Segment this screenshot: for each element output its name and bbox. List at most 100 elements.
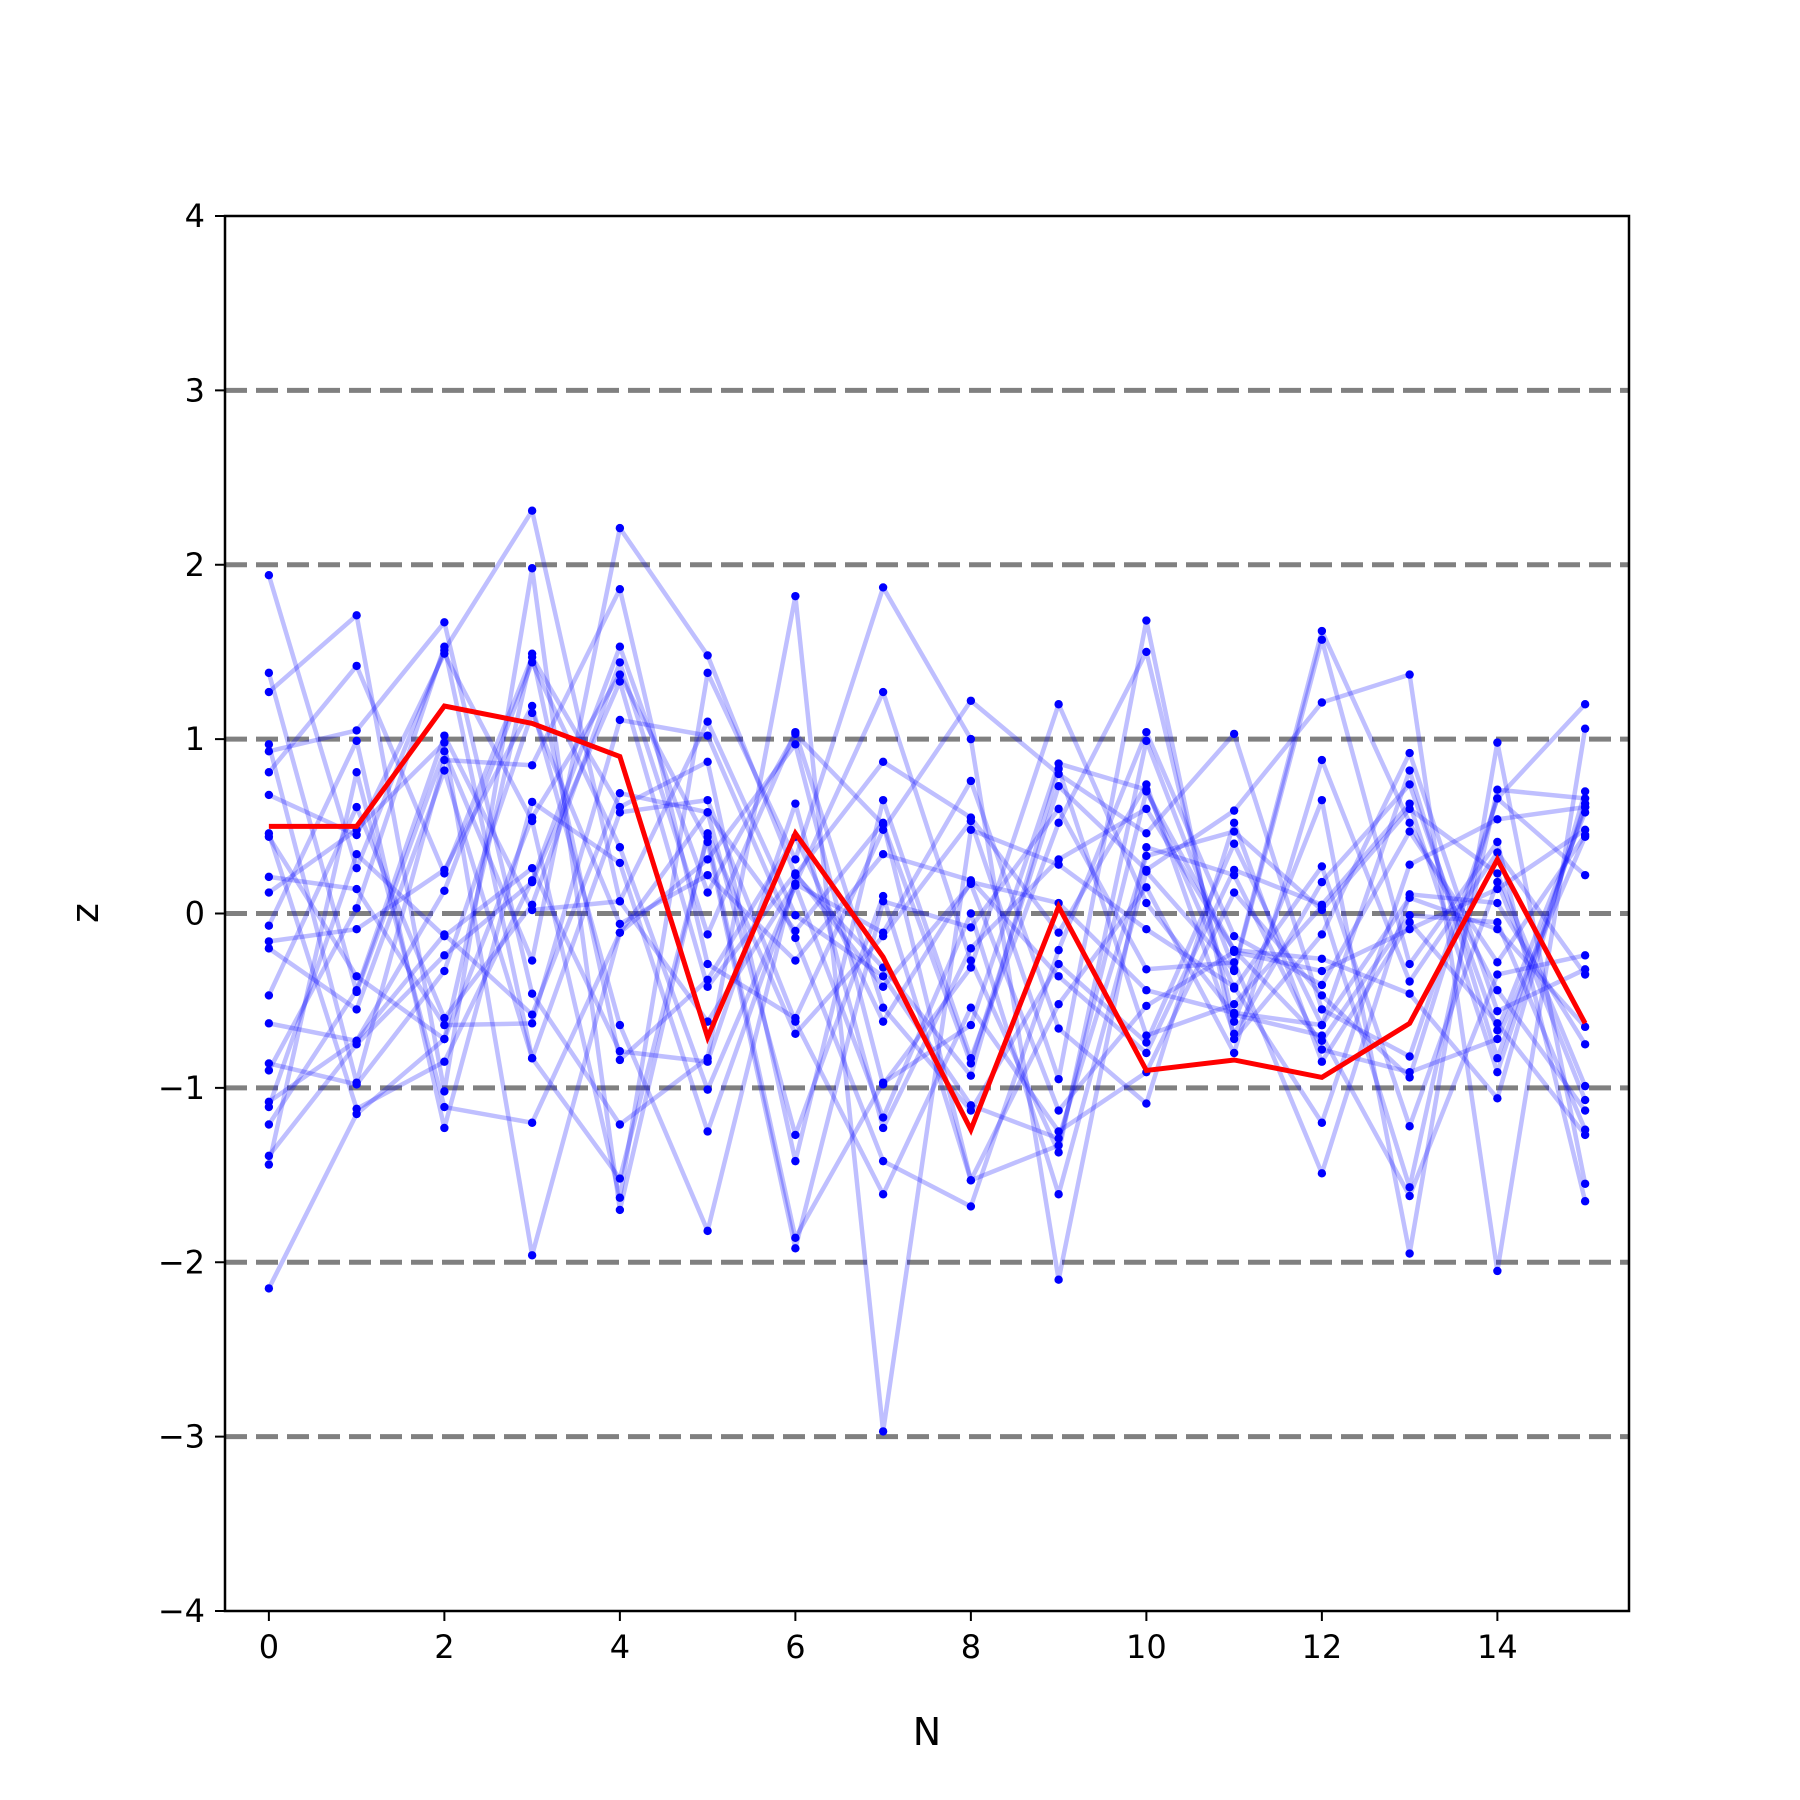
series-line xyxy=(267,649,1588,1256)
data-point xyxy=(264,1059,274,1068)
data-point xyxy=(1405,989,1414,998)
data-point xyxy=(264,944,274,953)
highlight-line xyxy=(268,703,1588,1136)
data-point xyxy=(791,1233,800,1243)
data-point xyxy=(1317,635,1327,644)
data-point xyxy=(1493,785,1502,794)
series-line xyxy=(267,702,1586,1258)
data-point xyxy=(966,956,976,965)
data-point xyxy=(1142,787,1151,796)
data-point xyxy=(264,1066,274,1075)
data-point xyxy=(264,921,274,930)
data-point xyxy=(615,1120,625,1129)
data-point xyxy=(1580,724,1590,733)
data-point xyxy=(1054,855,1063,864)
y-tick-label: 3 xyxy=(185,371,205,409)
y-tick-label: 2 xyxy=(185,546,205,584)
data-point xyxy=(264,1120,274,1129)
data-point xyxy=(264,1284,274,1293)
data-point xyxy=(1405,924,1414,934)
data-point xyxy=(703,795,712,805)
data-point xyxy=(1405,1183,1414,1192)
data-point xyxy=(352,904,361,913)
data-point xyxy=(527,649,537,658)
data-point xyxy=(264,1102,274,1112)
data-point xyxy=(1054,1134,1063,1143)
data-point xyxy=(1229,958,1239,967)
data-point xyxy=(1142,843,1151,852)
data-point xyxy=(1493,848,1502,857)
data-point xyxy=(1229,966,1239,976)
data-point xyxy=(878,972,888,981)
series-line xyxy=(267,679,1587,1158)
data-point xyxy=(966,877,976,887)
data-point xyxy=(440,1087,449,1096)
y-tick-label: −3 xyxy=(158,1418,205,1456)
series-line xyxy=(266,586,1587,1085)
data-point xyxy=(1142,986,1151,995)
data-point xyxy=(440,966,449,976)
data-point xyxy=(1054,959,1063,969)
data-point xyxy=(966,1003,976,1012)
data-point xyxy=(1142,736,1151,746)
data-point xyxy=(264,872,274,882)
data-point xyxy=(878,1003,888,1012)
data-point xyxy=(1405,860,1414,869)
data-point xyxy=(1405,780,1414,789)
data-point xyxy=(878,1156,888,1166)
data-point xyxy=(352,736,361,746)
data-point xyxy=(1317,1118,1327,1127)
data-point xyxy=(1493,1094,1502,1103)
highlight-series xyxy=(268,703,1588,1136)
data-point xyxy=(440,951,449,960)
data-point xyxy=(615,788,625,798)
data-point xyxy=(527,797,537,807)
data-point xyxy=(352,1040,361,1049)
data-point xyxy=(1142,924,1151,934)
data-point xyxy=(1054,928,1063,937)
data-point xyxy=(1580,951,1590,960)
data-point xyxy=(791,869,800,878)
data-point xyxy=(1054,1141,1063,1150)
data-point xyxy=(1580,1179,1590,1188)
data-point xyxy=(527,956,537,965)
data-point xyxy=(264,768,274,777)
data-point xyxy=(527,564,537,573)
data-point xyxy=(1142,647,1151,657)
data-point xyxy=(878,1017,888,1026)
data-point xyxy=(527,989,537,998)
data-point xyxy=(615,658,625,667)
data-point xyxy=(703,1057,712,1066)
data-point xyxy=(527,1251,537,1260)
data-point xyxy=(1317,1169,1327,1178)
data-point xyxy=(791,1244,800,1253)
data-point xyxy=(527,658,537,667)
data-point xyxy=(1580,1081,1590,1091)
data-point xyxy=(440,747,449,756)
data-point xyxy=(1493,924,1502,934)
data-point xyxy=(1405,827,1414,836)
data-point xyxy=(615,1193,625,1202)
data-point xyxy=(791,881,800,890)
data-point xyxy=(1317,930,1327,939)
data-point xyxy=(615,1055,625,1065)
series-line xyxy=(268,703,1588,1234)
data-point xyxy=(352,802,361,812)
data-point xyxy=(703,808,712,817)
data-point xyxy=(615,677,625,686)
data-point xyxy=(1317,966,1327,976)
data-point xyxy=(1493,970,1502,979)
data-point xyxy=(1405,1052,1414,1061)
data-point xyxy=(1054,1074,1063,1084)
x-tick-label: 6 xyxy=(785,1628,805,1666)
data-point xyxy=(1493,1054,1502,1063)
data-point xyxy=(1054,1024,1063,1033)
data-point xyxy=(703,959,712,969)
data-point xyxy=(878,1427,888,1436)
data-point xyxy=(264,747,274,756)
data-point xyxy=(1580,1040,1590,1049)
x-tick-label: 8 xyxy=(961,1628,981,1666)
data-point xyxy=(966,1059,976,1068)
data-point xyxy=(527,701,537,711)
data-point xyxy=(1142,867,1151,876)
